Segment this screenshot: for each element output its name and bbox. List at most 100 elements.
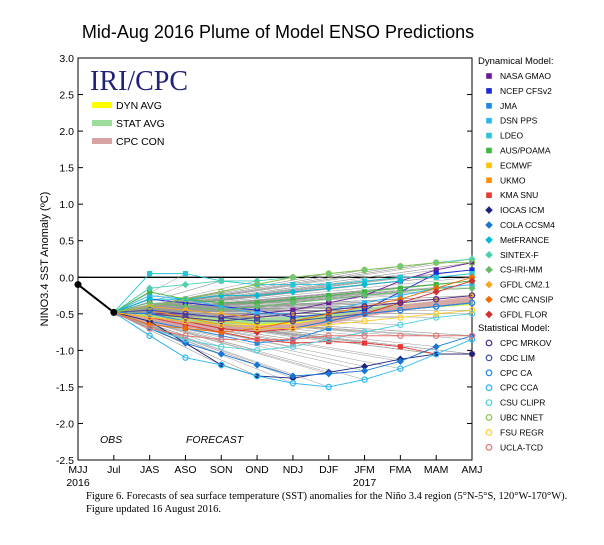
data-point (361, 289, 368, 295)
data-point (361, 317, 368, 325)
data-point (360, 280, 369, 289)
data-point (146, 284, 154, 292)
data-point (432, 350, 440, 358)
plume-ray (113, 291, 437, 313)
data-point (397, 274, 403, 280)
data-point (289, 310, 297, 318)
legend-entry-label: GFDL FLOR (500, 309, 547, 319)
x-tick-label: JFM (354, 464, 374, 476)
data-point (253, 347, 261, 354)
data-point (433, 267, 439, 273)
legend-entry-label: SINTEX-F (500, 250, 539, 260)
data-point (146, 314, 153, 321)
data-point (469, 281, 475, 288)
data-point (253, 302, 261, 311)
data-point (289, 317, 297, 325)
data-point (469, 271, 475, 277)
data-point (485, 310, 493, 319)
y-tick-label: -0.5 (56, 309, 74, 321)
legend-entry-label: GFDL CM2.1 (500, 280, 550, 290)
data-point (253, 281, 261, 288)
data-point (182, 314, 189, 321)
x-tick-label: MAM (424, 464, 449, 476)
data-point (361, 266, 368, 274)
legend-entry-label: UKMO (500, 175, 526, 185)
x-tick-label: Jul (107, 464, 120, 476)
data-point (485, 429, 493, 436)
data-point (146, 325, 153, 332)
data-point (361, 278, 368, 284)
data-point (486, 147, 492, 154)
data-point (361, 340, 368, 346)
data-point (468, 332, 476, 339)
data-point (182, 322, 189, 328)
data-point (468, 259, 476, 266)
forecast-annotation: FORECAST (186, 434, 245, 446)
x-tick-label: FMA (389, 464, 411, 476)
data-point (325, 284, 333, 292)
data-point (289, 299, 297, 307)
data-point (485, 280, 493, 289)
y-tick-label: 1.5 (59, 163, 74, 175)
data-point (289, 325, 297, 332)
data-point (432, 332, 440, 339)
data-point (432, 303, 440, 310)
data-point (361, 300, 368, 306)
legend-entry-label: LDEO (500, 131, 524, 141)
enso-plume-chart: Mid-Aug 2016 Plume of Model ENSO Predict… (39, 22, 555, 489)
data-point (325, 370, 333, 378)
legend-heading-statistical: Statistical Model: (478, 323, 550, 334)
iri-cpc-logo: IRI/CPC (90, 66, 188, 97)
data-point (254, 322, 260, 328)
legend-entry-label: NCEP CFSv2 (500, 86, 552, 96)
legend-entry-label: NASA GMAO (500, 71, 551, 81)
data-point (485, 221, 493, 229)
plume-ray (113, 266, 401, 313)
data-point (397, 285, 403, 291)
series-line (113, 262, 472, 313)
data-point (485, 339, 493, 347)
data-point (217, 306, 225, 314)
data-point (433, 281, 439, 288)
data-point (486, 162, 492, 169)
data-point (468, 299, 476, 307)
data-point (485, 354, 493, 362)
data-point (361, 307, 368, 313)
y-axis-label: NINO3.4 SST Anomaly (ºC) (39, 192, 51, 327)
data-point (217, 350, 225, 358)
data-point (325, 332, 332, 339)
data-point (289, 380, 297, 387)
data-point (432, 314, 440, 321)
year-label: 2016 (66, 477, 90, 489)
data-point (397, 314, 404, 321)
data-point (218, 333, 224, 339)
data-point (253, 328, 261, 336)
data-point (397, 332, 404, 339)
data-point (326, 281, 332, 288)
legend-entry-label: CPC CCA (500, 383, 539, 393)
data-point (254, 311, 260, 317)
data-point (397, 263, 404, 270)
data-point (325, 270, 332, 277)
data-point (290, 307, 296, 313)
plume-ray (113, 280, 222, 313)
data-point (326, 325, 332, 332)
y-tick-label: 3.0 (59, 53, 74, 65)
data-point (290, 340, 296, 346)
data-point (432, 288, 440, 296)
data-point (361, 332, 368, 339)
plume-ray (113, 262, 473, 313)
data-point (396, 288, 404, 296)
data-point (218, 321, 225, 328)
data-point (469, 267, 475, 273)
data-point (218, 303, 224, 310)
data-point (218, 361, 225, 369)
figure-caption: Figure 6. Forecasts of sea surface tempe… (86, 491, 568, 515)
data-point (147, 289, 153, 295)
data-point (218, 317, 225, 325)
data-point (325, 306, 332, 314)
legend-entry-label: KMA SNU (500, 190, 538, 200)
data-point (182, 336, 189, 343)
legend-entry-label: JMA (500, 101, 517, 111)
legend-entry-label: UBC NNET (500, 413, 543, 423)
